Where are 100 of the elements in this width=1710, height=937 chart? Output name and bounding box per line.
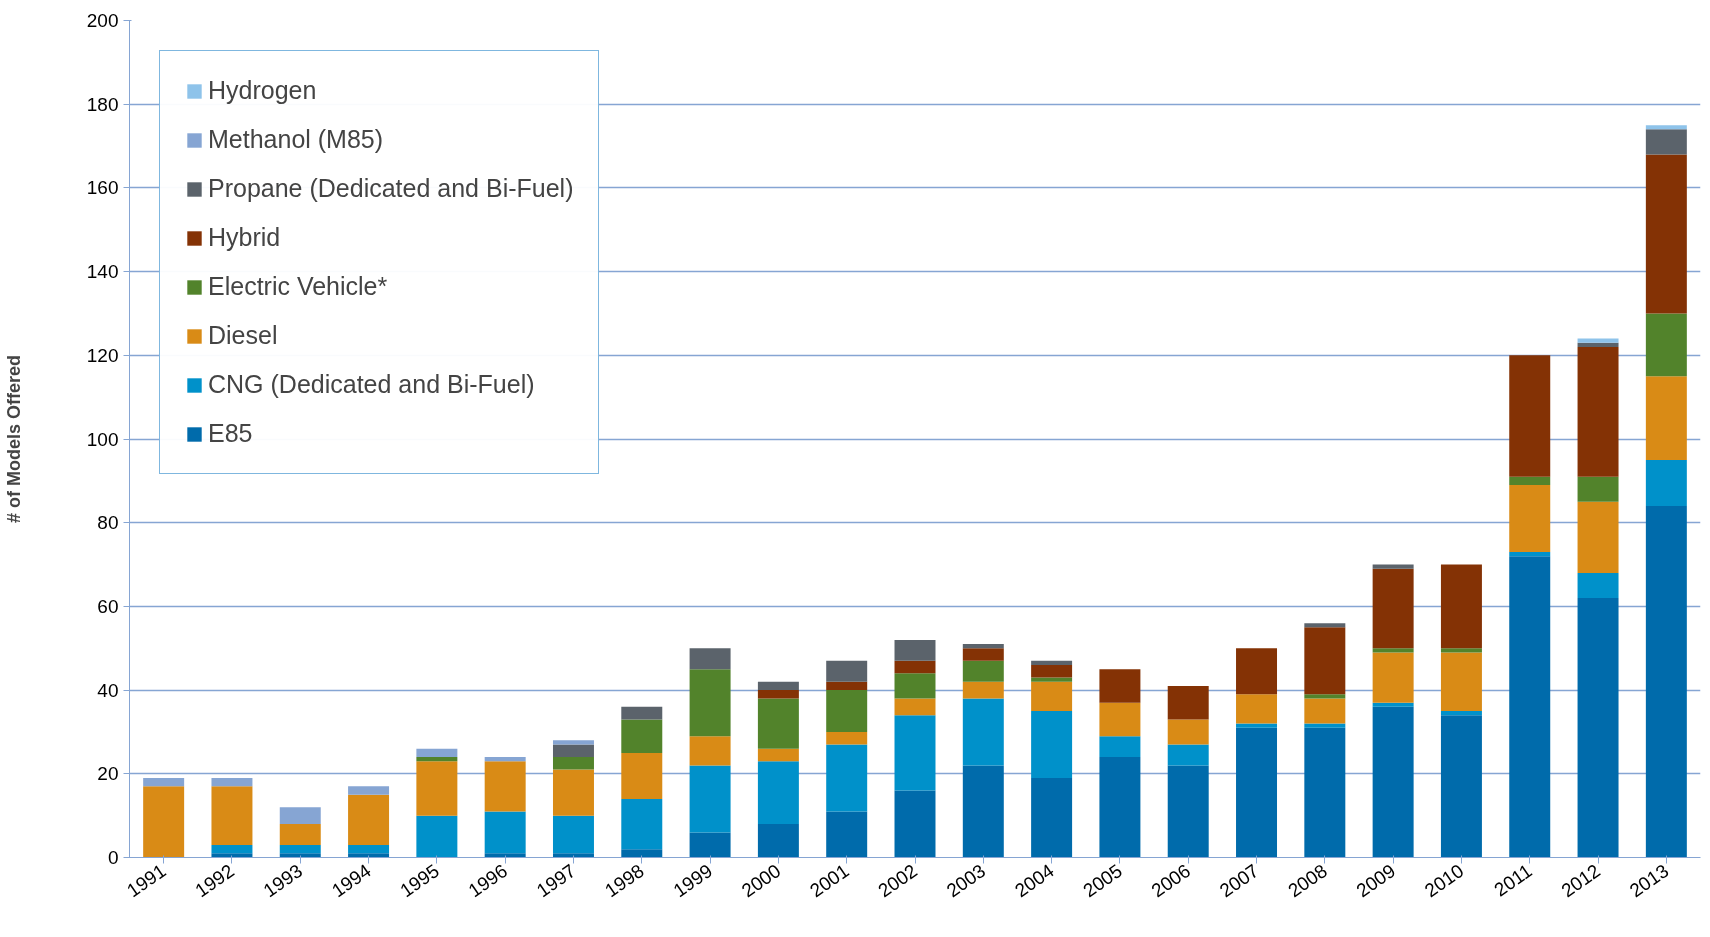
bar xyxy=(1236,694,1278,724)
bar xyxy=(826,681,868,691)
bar xyxy=(143,777,185,787)
bar xyxy=(279,807,321,825)
bar xyxy=(621,798,663,850)
bar xyxy=(894,673,936,699)
x-tick-label: 1991 xyxy=(123,859,170,902)
x-tick-label: 1993 xyxy=(259,859,307,902)
bar xyxy=(826,731,868,745)
bar xyxy=(1372,652,1414,703)
bar xyxy=(1577,476,1619,502)
bar xyxy=(1577,598,1619,858)
bar xyxy=(1099,757,1141,858)
bar xyxy=(1236,723,1278,728)
y-tick-label: 200 xyxy=(86,10,119,31)
bar xyxy=(1167,744,1209,766)
bar xyxy=(1372,564,1414,569)
bar xyxy=(689,669,731,737)
bar xyxy=(757,690,799,699)
bar xyxy=(211,844,253,854)
bar xyxy=(279,853,321,858)
bar xyxy=(552,744,594,758)
bar xyxy=(826,690,868,732)
bar xyxy=(962,644,1004,649)
bar xyxy=(416,761,458,816)
bar xyxy=(416,748,458,758)
bar xyxy=(1031,711,1073,778)
bar xyxy=(1372,568,1414,649)
legend-label: E85 xyxy=(208,419,253,448)
bar xyxy=(1645,125,1687,130)
bar xyxy=(689,736,731,766)
legend-label: Diesel xyxy=(208,321,278,350)
y-tick-label: 40 xyxy=(97,679,119,701)
bar xyxy=(1099,736,1141,758)
bar xyxy=(894,715,936,791)
y-tick-label: 80 xyxy=(97,512,119,534)
bar xyxy=(484,811,526,854)
bar xyxy=(1304,627,1346,695)
bar xyxy=(1645,154,1687,314)
bar xyxy=(416,757,458,762)
y-tick-label: 0 xyxy=(107,847,119,868)
bar xyxy=(484,853,526,858)
bar xyxy=(1645,505,1687,858)
bar xyxy=(1167,685,1209,720)
bar xyxy=(1645,459,1687,506)
y-tick-label: 160 xyxy=(86,177,119,199)
bar xyxy=(348,786,390,795)
bar xyxy=(1645,313,1687,377)
bar xyxy=(1440,564,1482,649)
bar xyxy=(552,740,594,745)
bar xyxy=(689,648,731,670)
y-tick-label: 20 xyxy=(97,763,119,785)
bar xyxy=(1031,664,1073,678)
bar xyxy=(1577,501,1619,573)
bar xyxy=(484,757,526,762)
bar xyxy=(1509,485,1551,552)
legend-label: Hydrogen xyxy=(208,76,317,105)
bar xyxy=(1304,694,1346,699)
x-tick-label: 1998 xyxy=(601,859,648,902)
bar xyxy=(1509,556,1551,858)
bar xyxy=(826,744,868,812)
legend-label: Electric Vehicle* xyxy=(208,272,388,301)
bar xyxy=(1577,342,1619,347)
bar xyxy=(894,639,936,661)
y-tick-label: 180 xyxy=(86,93,119,115)
bar xyxy=(757,824,799,858)
y-tick-label: 120 xyxy=(86,344,119,366)
bar xyxy=(621,719,663,753)
bar xyxy=(1509,551,1551,557)
y-tick-label: 140 xyxy=(86,261,119,283)
bar xyxy=(689,832,731,858)
bar xyxy=(1372,706,1414,858)
bar xyxy=(962,648,1004,661)
bar xyxy=(621,752,663,799)
bar xyxy=(757,681,799,691)
bar xyxy=(143,786,185,858)
y-tick-label: 60 xyxy=(97,595,119,617)
bar xyxy=(1372,702,1414,707)
bar xyxy=(757,698,799,749)
bar xyxy=(962,765,1004,858)
bar xyxy=(416,815,458,858)
bar xyxy=(552,769,594,816)
bar xyxy=(279,844,321,854)
bar xyxy=(689,765,731,833)
bar xyxy=(1577,346,1619,477)
bar xyxy=(1031,681,1073,712)
bar xyxy=(1440,652,1482,712)
bar xyxy=(894,790,936,858)
bar xyxy=(211,853,253,858)
bar xyxy=(211,786,253,845)
bar xyxy=(1304,727,1346,858)
bar xyxy=(1440,648,1482,653)
bar xyxy=(1236,648,1278,695)
bar xyxy=(552,815,594,854)
y-axis-title: # of Models Offered xyxy=(3,354,24,524)
bar xyxy=(1645,129,1687,155)
bar xyxy=(621,706,663,720)
y-tick-label: 100 xyxy=(86,428,119,450)
bar xyxy=(552,757,594,770)
bar xyxy=(484,761,526,812)
